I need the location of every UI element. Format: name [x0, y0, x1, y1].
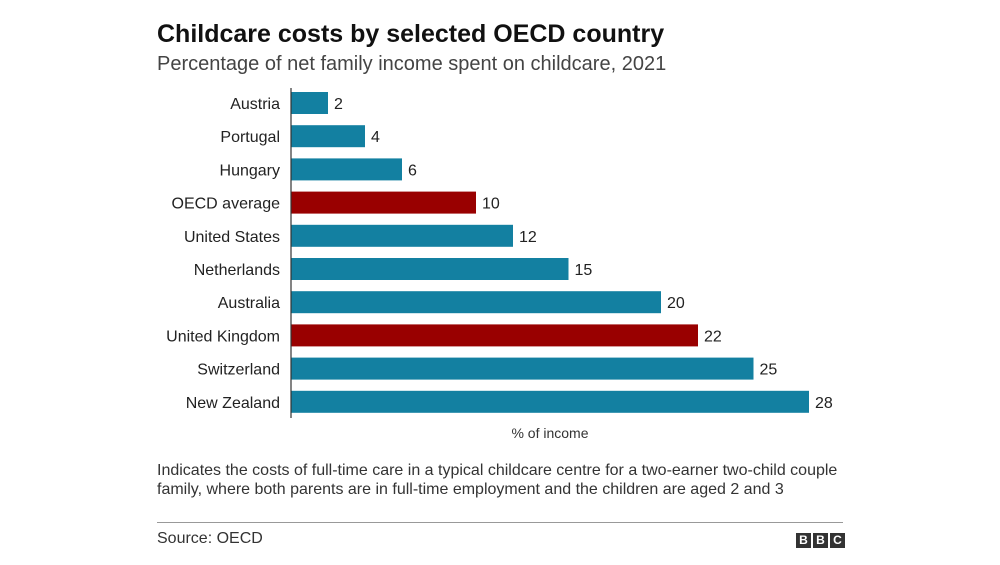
bbc-logo-letter: B: [796, 533, 811, 548]
value-label: 22: [704, 328, 722, 345]
value-label: 4: [371, 129, 380, 146]
bar: [291, 125, 365, 148]
x-axis-label: % of income: [511, 425, 588, 441]
category-label: New Zealand: [186, 395, 280, 412]
bbc-logo-letter: B: [813, 533, 828, 548]
category-label: Portugal: [220, 129, 280, 146]
footer-divider: [157, 522, 843, 523]
bar: [291, 224, 513, 247]
bar: [291, 258, 569, 280]
category-label: Hungary: [220, 162, 280, 179]
category-label: United States: [184, 229, 280, 246]
bar: [291, 191, 476, 214]
value-label: 2: [334, 96, 343, 113]
value-label: 25: [760, 362, 778, 379]
bar: [291, 92, 328, 114]
category-label: Australia: [218, 295, 280, 312]
value-label: 12: [519, 229, 537, 246]
chart-subtitle: Percentage of net family income spent on…: [157, 53, 667, 75]
bbc-logo: B B C: [796, 533, 845, 548]
category-label: United Kingdom: [166, 328, 280, 345]
chart-title: Childcare costs by selected OECD country: [157, 20, 665, 48]
bar-chart: Austria 2 Portugal 4 Hungary 6 OECD average 10 U…: [166, 88, 833, 441]
bar: [291, 158, 402, 181]
category-label: Austria: [230, 96, 280, 113]
bbc-logo-letter: C: [830, 533, 845, 548]
category-label: OECD average: [172, 196, 281, 213]
value-label: 15: [575, 262, 593, 279]
value-label: 10: [482, 196, 500, 213]
category-label: Netherlands: [194, 262, 280, 279]
source-label: Source: OECD: [157, 530, 263, 547]
bar: [291, 324, 698, 347]
chart-footnote: Indicates the costs of full-time care in…: [157, 462, 838, 498]
value-label: 6: [408, 162, 417, 179]
value-label: 20: [667, 295, 685, 312]
bar: [291, 390, 809, 413]
bar: [291, 291, 661, 314]
bar: [291, 357, 754, 380]
value-label: 28: [815, 395, 833, 412]
category-label: Switzerland: [197, 362, 280, 379]
